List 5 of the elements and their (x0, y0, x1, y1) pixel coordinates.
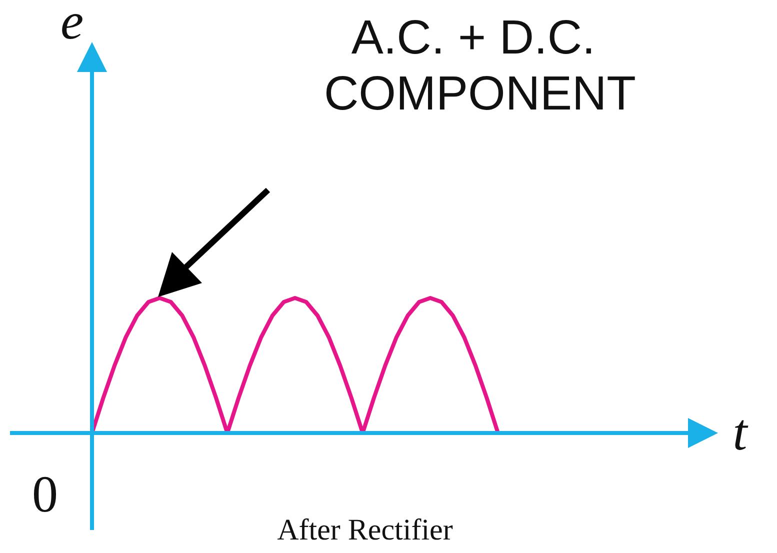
text: After Rectifier (277, 514, 453, 546)
text: 0 (32, 466, 58, 524)
text: A.C. + D.C. COMPONENT (324, 12, 636, 120)
x-axis-title: t (732, 404, 749, 462)
y-axis-title: e (60, 0, 84, 50)
